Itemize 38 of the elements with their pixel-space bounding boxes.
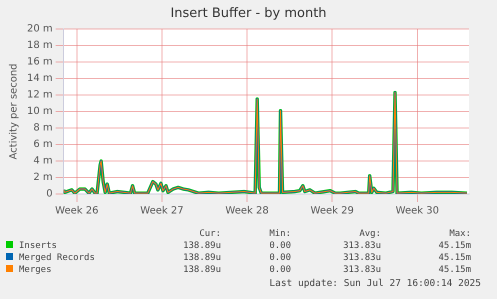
text: Cur: [198,228,221,240]
legend-label: Inserts [18,240,58,252]
text: Avg: [358,228,381,240]
y-tick-label: 10 m [26,106,53,118]
x-tick-label: Week 27 [140,206,184,217]
x-tick-label: Week 28 [225,206,269,217]
text: 0.00 [268,264,291,276]
y-axis-title: Activity per second [8,63,20,160]
x-tick-label: Week 26 [55,206,98,217]
y-tick-label: 8 m [33,122,53,134]
y-tick-label: 18 m [26,40,53,52]
text: 45.15m [437,264,471,276]
text: Min: [268,228,291,240]
text: 0.00 [268,240,291,252]
legend-label: Merges [18,264,53,276]
chart-title: Insert Buffer - by month [169,6,328,21]
legend-label: Merged Records [18,252,96,264]
text: 45.15m [437,252,471,264]
text: 45.15m [437,240,471,252]
y-tick-label: 16 m [26,56,53,68]
x-tick-label: Week 30 [396,206,439,217]
text: Last update: Sun Jul 27 16:00:14 2025 [269,278,481,289]
y-tick-label: 14 m [26,73,53,84]
text: 138.89u [182,240,221,252]
y-tick-label: 0 [46,188,53,200]
text: 0.00 [268,252,291,264]
x-tick-label: Week 29 [310,206,354,217]
text: 138.89u [182,264,221,276]
text: Max: [448,228,471,240]
text: 313.83u [342,264,381,276]
y-tick-label: 12 m [26,90,53,101]
text: 313.83u [342,252,381,264]
text: 313.83u [342,240,381,252]
text: 138.89u [182,252,221,264]
y-tick-label: 6 m [33,139,53,150]
y-tick-label: 20 m [26,24,53,35]
y-tick-label: 2 m [33,172,53,184]
y-tick-label: 4 m [33,156,53,167]
